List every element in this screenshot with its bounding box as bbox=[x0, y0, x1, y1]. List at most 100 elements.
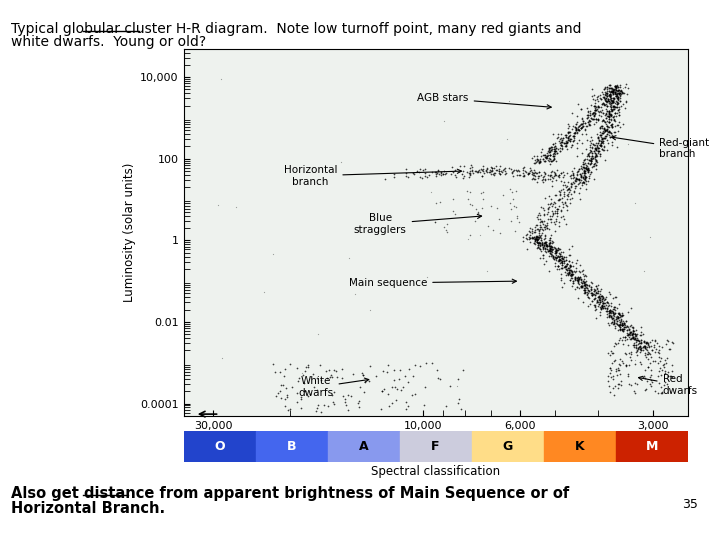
Point bbox=[552, 256, 563, 265]
Point bbox=[575, 123, 586, 132]
Point bbox=[593, 292, 604, 300]
Point bbox=[557, 258, 568, 266]
Point bbox=[487, 170, 499, 179]
Point bbox=[531, 155, 542, 164]
Point bbox=[613, 321, 624, 330]
Point bbox=[586, 110, 598, 119]
Point bbox=[637, 372, 649, 381]
Point bbox=[457, 365, 469, 374]
Point bbox=[586, 163, 598, 171]
Point bbox=[559, 138, 571, 147]
Point bbox=[562, 268, 573, 277]
Point bbox=[291, 364, 302, 373]
Point bbox=[543, 240, 554, 249]
Point bbox=[544, 225, 555, 233]
Point bbox=[616, 325, 628, 334]
Point bbox=[580, 122, 592, 131]
Point bbox=[576, 120, 588, 129]
Point bbox=[534, 234, 545, 242]
Point bbox=[612, 316, 624, 325]
Point bbox=[536, 240, 548, 248]
Point bbox=[582, 163, 594, 172]
Point bbox=[582, 286, 594, 295]
Point bbox=[596, 117, 608, 126]
Point bbox=[540, 224, 552, 233]
Point bbox=[591, 141, 603, 150]
Point bbox=[536, 239, 547, 248]
Point bbox=[544, 248, 556, 257]
Point bbox=[550, 244, 562, 253]
Point bbox=[561, 261, 572, 270]
Point bbox=[507, 166, 518, 175]
Point bbox=[610, 340, 621, 348]
Point bbox=[411, 166, 423, 175]
Point bbox=[649, 357, 661, 366]
Point bbox=[570, 177, 582, 185]
Point bbox=[524, 234, 536, 242]
Point bbox=[627, 326, 639, 334]
Point bbox=[547, 238, 559, 247]
Point bbox=[558, 191, 570, 200]
Point bbox=[611, 99, 623, 108]
Point bbox=[585, 167, 597, 176]
Point bbox=[577, 118, 589, 127]
Point bbox=[609, 306, 621, 314]
Point bbox=[649, 336, 660, 345]
Point bbox=[629, 198, 641, 207]
Point bbox=[600, 293, 611, 302]
Point bbox=[619, 104, 631, 112]
Point bbox=[530, 235, 541, 244]
Point bbox=[532, 242, 544, 251]
Point bbox=[616, 335, 628, 344]
Point bbox=[524, 167, 536, 176]
Point bbox=[597, 128, 608, 137]
Point bbox=[297, 370, 309, 379]
Point bbox=[562, 271, 574, 280]
Point bbox=[571, 264, 582, 272]
Point bbox=[598, 299, 610, 308]
Point bbox=[612, 339, 624, 347]
Point bbox=[531, 231, 542, 240]
Point bbox=[280, 384, 292, 393]
Point bbox=[557, 181, 569, 190]
Point bbox=[598, 109, 609, 117]
Point bbox=[582, 165, 593, 174]
Point bbox=[598, 139, 609, 147]
Point bbox=[609, 88, 621, 97]
Point bbox=[655, 382, 667, 391]
Point bbox=[323, 366, 335, 374]
Point bbox=[582, 106, 594, 115]
Point bbox=[609, 82, 621, 90]
Point bbox=[437, 170, 449, 179]
Point bbox=[610, 293, 621, 301]
Point bbox=[544, 202, 555, 211]
Point bbox=[582, 291, 593, 300]
Point bbox=[336, 374, 348, 383]
Point bbox=[621, 361, 632, 369]
Point bbox=[534, 158, 545, 167]
Point bbox=[539, 151, 551, 159]
Point bbox=[529, 240, 541, 248]
Point bbox=[586, 143, 598, 152]
Point bbox=[634, 337, 645, 346]
Point bbox=[539, 220, 550, 229]
Point bbox=[532, 215, 544, 224]
Point bbox=[633, 336, 644, 345]
Point bbox=[621, 326, 633, 334]
Point bbox=[659, 367, 670, 375]
Point bbox=[610, 92, 621, 100]
Point bbox=[660, 340, 672, 348]
Point bbox=[580, 166, 591, 175]
Point bbox=[654, 364, 666, 373]
Point bbox=[550, 246, 562, 255]
Point bbox=[553, 171, 564, 179]
Point bbox=[550, 190, 562, 199]
Point bbox=[547, 252, 559, 261]
Point bbox=[590, 306, 601, 314]
Point bbox=[600, 96, 611, 105]
Point bbox=[564, 275, 575, 284]
Point bbox=[579, 176, 590, 184]
Point bbox=[563, 122, 575, 130]
Point bbox=[540, 244, 552, 253]
Point bbox=[547, 254, 559, 262]
